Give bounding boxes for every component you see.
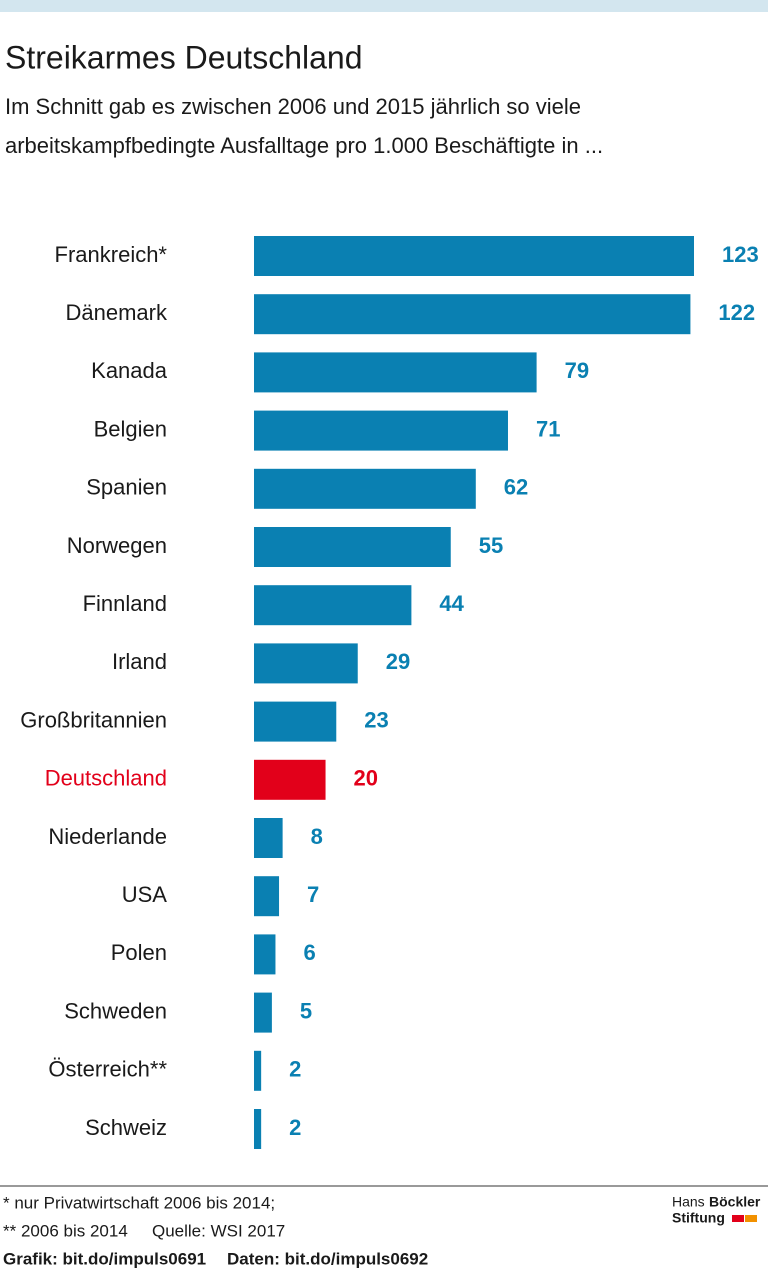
top-band (0, 0, 768, 12)
bar (254, 701, 337, 742)
value-label: 55 (479, 533, 503, 558)
footnote: * nur Privatwirtschaft 2006 bis 2014; (3, 1193, 275, 1212)
category-label: USA (122, 882, 168, 907)
bar (254, 410, 508, 451)
subtitle: Im Schnitt gab es zwischen 2006 und 2015… (5, 94, 581, 119)
category-label: Spanien (86, 475, 167, 500)
value-label: 6 (303, 940, 315, 965)
bar (254, 759, 326, 800)
category-label: Norwegen (67, 533, 167, 558)
category-label: Österreich** (48, 1057, 167, 1082)
value-label: 44 (439, 591, 464, 616)
logo-text: Böckler (709, 1194, 761, 1210)
value-label: 29 (386, 649, 410, 674)
bar (254, 236, 694, 276)
bar (254, 643, 358, 684)
value-label: 2 (289, 1057, 301, 1082)
category-label: Großbritannien (20, 707, 167, 732)
bar (254, 352, 537, 393)
bar (254, 468, 476, 509)
value-label: 8 (311, 824, 323, 849)
category-label: Schweden (64, 998, 167, 1023)
source: Quelle: WSI 2017 (152, 1221, 285, 1240)
category-label: Niederlande (48, 824, 167, 849)
category-label: Belgien (94, 416, 167, 441)
value-label: 20 (354, 766, 378, 791)
category-label: Schweiz (85, 1115, 167, 1140)
bar (254, 585, 412, 626)
bar (254, 1109, 262, 1149)
credit: Grafik: bit.do/impuls0691 (3, 1249, 206, 1268)
bar (254, 294, 691, 335)
logo-mark (732, 1215, 744, 1222)
credit: Daten: bit.do/impuls0692 (227, 1249, 428, 1268)
bar (254, 527, 451, 567)
category-label: Polen (111, 940, 167, 965)
value-label: 2 (289, 1115, 301, 1140)
value-label: 123 (722, 242, 759, 267)
value-label: 23 (364, 707, 388, 732)
bar (254, 992, 272, 1033)
chart-title: Streikarmes Deutschland (5, 39, 362, 75)
bar (254, 876, 280, 917)
bar (254, 934, 276, 975)
bar (254, 1050, 262, 1091)
value-label: 79 (565, 358, 589, 383)
logo-mark (745, 1215, 757, 1222)
category-label: Irland (112, 649, 167, 674)
logo-text: Stiftung (672, 1210, 725, 1226)
category-label: Kanada (91, 358, 168, 383)
bar (254, 818, 283, 858)
footnote: ** 2006 bis 2014 (3, 1221, 128, 1240)
value-label: 71 (536, 416, 560, 441)
value-label: 62 (504, 475, 528, 500)
category-label: Deutschland (45, 766, 167, 791)
logo-text: Hans (672, 1194, 705, 1210)
subtitle: arbeitskampfbedingte Ausfalltage pro 1.0… (5, 133, 603, 158)
value-label: 122 (718, 300, 755, 325)
category-label: Dänemark (66, 300, 168, 325)
value-label: 5 (300, 998, 312, 1023)
category-label: Frankreich* (55, 242, 168, 267)
category-label: Finnland (83, 591, 167, 616)
value-label: 7 (307, 882, 319, 907)
